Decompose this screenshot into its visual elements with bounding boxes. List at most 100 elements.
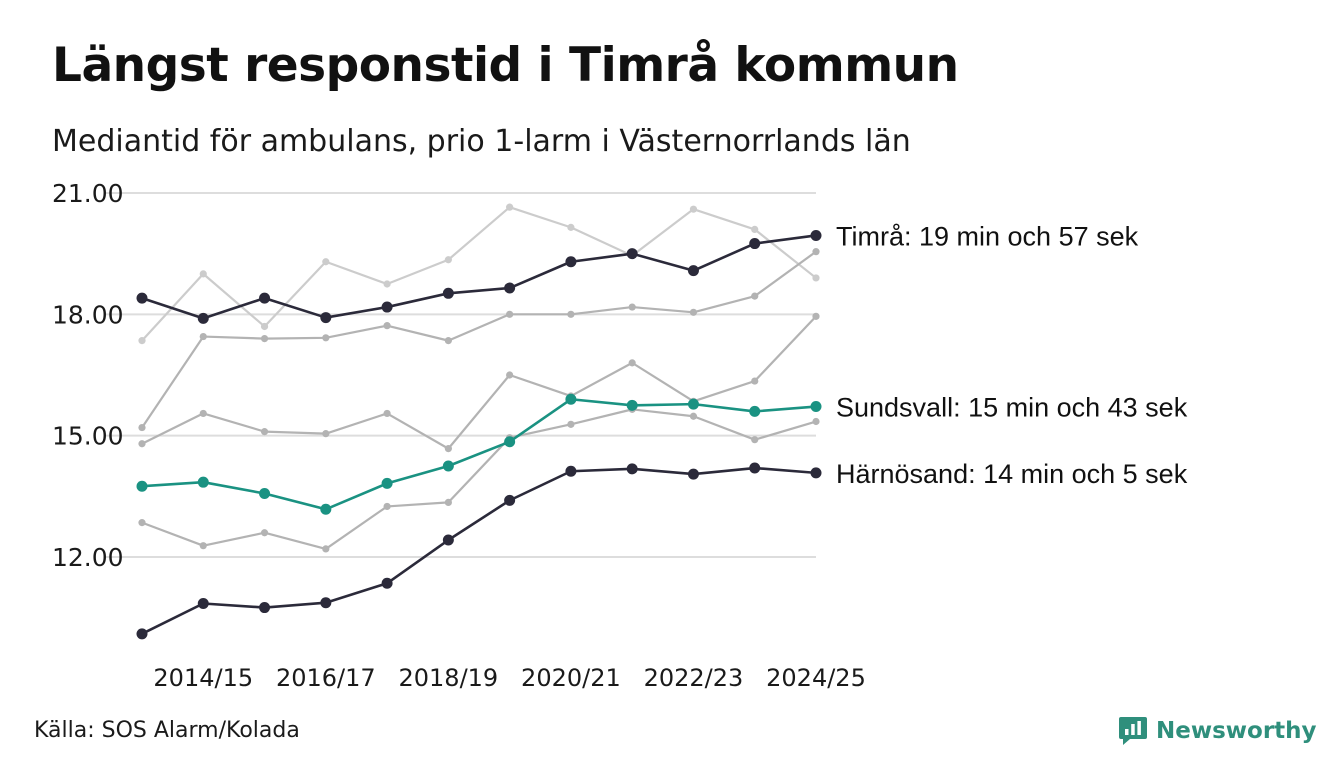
series-line	[141, 466, 817, 636]
series-line	[141, 206, 817, 342]
data-point	[810, 229, 822, 241]
data-point	[442, 534, 454, 546]
x-tick-label: 2024/25	[766, 664, 866, 692]
data-point	[381, 577, 393, 589]
chart-subtitle: Mediantid för ambulans, prio 1-larm i Vä…	[52, 124, 911, 159]
x-axis-ticks: 2014/15 2016/17 2018/19 2020/21 2022/23 2024/…	[153, 664, 865, 692]
x-tick-label: 2022/23	[644, 664, 744, 692]
series-label-h-rn-sand: Härnösand: 14 min och 5 sek	[836, 459, 1188, 489]
series-kommun-b	[138, 248, 820, 432]
series-kommun-a	[138, 203, 820, 345]
data-point	[322, 430, 330, 438]
newsworthy-logo-icon	[1119, 717, 1147, 745]
data-point	[567, 310, 575, 318]
data-point	[199, 542, 207, 550]
data-point	[506, 203, 514, 211]
data-point	[506, 310, 514, 318]
series-kommun-d	[138, 405, 820, 553]
data-point	[383, 409, 391, 418]
data-point	[810, 467, 822, 479]
x-tick-label: 2020/21	[521, 664, 621, 692]
series-line	[141, 234, 817, 320]
data-point	[199, 332, 207, 341]
data-point	[136, 480, 148, 492]
data-point	[628, 303, 636, 311]
data-point	[138, 423, 146, 432]
brand-name: Newsworthy	[1156, 718, 1317, 744]
data-point	[749, 238, 761, 250]
series-line	[141, 397, 817, 511]
data-point	[197, 312, 209, 324]
data-point	[626, 248, 638, 260]
series-label-sundsvall: Sundsvall: 15 min och 43 sek	[836, 393, 1188, 423]
data-point	[751, 377, 759, 385]
y-tick-label: 18.00	[52, 300, 124, 329]
data-point	[565, 393, 577, 405]
data-point	[751, 292, 759, 300]
data-point	[506, 371, 514, 379]
y-tick-label: 21.00	[52, 179, 124, 208]
data-point	[322, 258, 330, 266]
data-point	[138, 337, 146, 345]
chart-title: Längst responstid i Timrå kommun	[52, 38, 959, 93]
grid-lines	[106, 192, 816, 558]
data-point	[444, 498, 452, 506]
data-point	[260, 529, 269, 537]
source-note: Källa: SOS Alarm/Kolada	[34, 718, 300, 743]
data-point	[383, 502, 391, 511]
series-line	[141, 315, 817, 450]
data-point	[749, 462, 761, 474]
x-tick-label: 2018/19	[399, 664, 499, 692]
data-point	[628, 359, 636, 367]
series-timr-	[136, 229, 822, 324]
data-point	[689, 205, 698, 213]
data-point	[259, 602, 271, 614]
data-point	[260, 322, 269, 331]
series-line	[141, 250, 817, 429]
data-point	[812, 274, 820, 282]
series-lines	[136, 203, 822, 640]
data-point	[383, 280, 391, 288]
data-point	[444, 445, 452, 453]
brand-logo: Newsworthy	[1118, 714, 1317, 748]
y-tick-label: 12.00	[52, 543, 124, 572]
series-line	[141, 408, 817, 551]
data-point	[320, 503, 332, 515]
data-point	[138, 440, 146, 448]
data-point	[689, 308, 698, 316]
data-point	[320, 597, 332, 609]
data-point	[322, 334, 330, 342]
data-point	[504, 282, 516, 294]
x-tick-label: 2014/15	[153, 664, 253, 692]
series-label-timr-: Timrå: 19 min och 57 sek	[836, 221, 1139, 251]
data-point	[138, 519, 146, 527]
series-h-rn-sand	[136, 462, 822, 640]
data-point	[197, 598, 209, 610]
data-point	[687, 265, 699, 277]
data-point	[626, 463, 638, 475]
data-point	[810, 401, 822, 413]
data-point	[751, 436, 759, 444]
series-sundsvall	[136, 393, 822, 515]
data-point	[383, 322, 391, 330]
data-point	[565, 256, 577, 268]
data-point	[260, 335, 269, 343]
data-point	[749, 405, 761, 417]
data-point	[260, 428, 269, 436]
data-point	[812, 248, 820, 256]
data-point	[444, 256, 452, 264]
data-point	[626, 399, 638, 411]
data-point	[259, 292, 271, 304]
data-point	[442, 287, 454, 299]
data-point	[812, 312, 820, 320]
data-point	[687, 468, 699, 480]
data-point	[381, 477, 393, 489]
data-point	[199, 409, 207, 418]
series-labels: Härnösand: 14 min och 5 sek Sundsvall: 15…	[836, 221, 1188, 488]
series-kommun-c	[138, 312, 820, 453]
data-point	[444, 337, 452, 345]
data-point	[199, 270, 207, 278]
data-point	[689, 412, 698, 420]
data-point	[381, 301, 393, 313]
